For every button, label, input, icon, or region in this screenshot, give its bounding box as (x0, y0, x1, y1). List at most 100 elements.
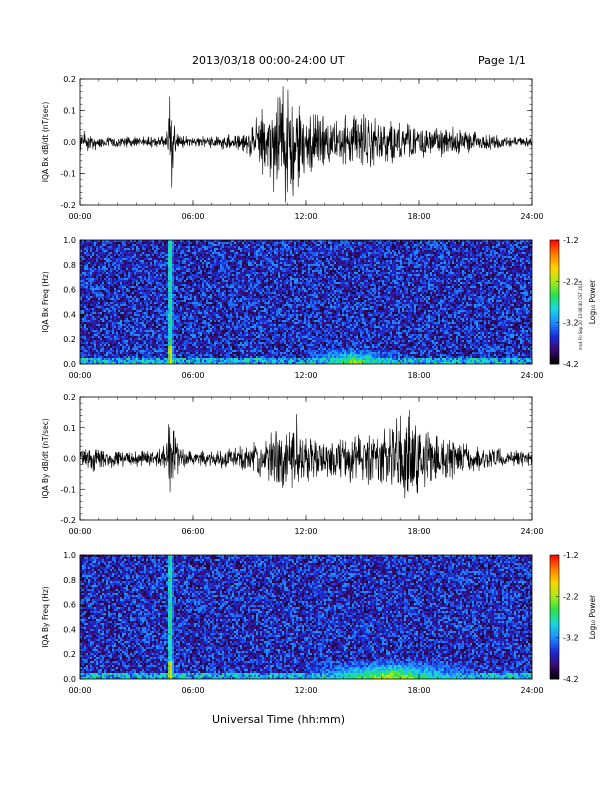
spectrogram-cell (234, 262, 236, 264)
spectrogram-cell (266, 278, 268, 280)
spectrogram-cell (390, 266, 392, 268)
spectrogram-cell (390, 248, 392, 250)
spectrogram-cell (102, 248, 104, 250)
spectrogram-cell (294, 264, 296, 266)
spectrogram-cell (470, 256, 472, 258)
spectrogram-cell (292, 278, 294, 280)
spectrogram-cell (370, 266, 372, 268)
spectrogram-cell (86, 272, 88, 274)
spectrogram-cell (260, 266, 262, 268)
spectrogram-cell (292, 276, 294, 278)
spectrogram-cell (252, 248, 254, 250)
spectrogram-cell (262, 280, 264, 282)
spectrogram-cell (236, 264, 238, 266)
spectrogram-cell (396, 264, 398, 266)
spectrogram-cell (334, 278, 336, 280)
spectrogram-cell (526, 276, 528, 278)
spectrogram-cell (308, 246, 310, 248)
spectrogram-cell (146, 266, 148, 268)
spectrogram-cell (162, 274, 164, 276)
spectrogram-cell (414, 270, 416, 272)
spectrogram-cell (180, 266, 182, 268)
spectrogram-cell (240, 266, 242, 268)
spectrogram-cell (152, 252, 154, 254)
spectrogram-cell (172, 280, 174, 282)
spectrogram-cell (248, 266, 250, 268)
spectrogram-cell (102, 262, 104, 264)
spectrogram-cell (520, 248, 522, 250)
spectrogram-cell (260, 248, 262, 250)
spectrogram-cell (372, 254, 374, 256)
spectrogram-cell (372, 272, 374, 274)
spectrogram-cell (334, 276, 336, 278)
spectrogram-cell (170, 246, 172, 248)
spectrogram-cell (472, 266, 474, 268)
spectrogram-cell (98, 248, 100, 250)
spectrogram-cell (274, 252, 276, 254)
spectrogram-cell (306, 256, 308, 258)
spectrogram-cell (374, 244, 376, 246)
spectrogram-cell (446, 266, 448, 268)
spectrogram-cell (420, 270, 422, 272)
spectrogram-cell (162, 266, 164, 268)
spectrogram-cell (162, 268, 164, 270)
spectrogram-cell (360, 256, 362, 258)
spectrogram-cell (190, 260, 192, 262)
spectrogram-cell (348, 256, 350, 258)
spectrogram-cell (248, 246, 250, 248)
spectrogram-cell (324, 274, 326, 276)
spectrogram-cell (468, 248, 470, 250)
spectrogram-cell (390, 270, 392, 272)
spectrogram-cell (372, 242, 374, 244)
spectrogram-cell (400, 270, 402, 272)
spectrogram-cell (270, 266, 272, 268)
spectrogram-cell (468, 252, 470, 254)
spectrogram-cell (268, 262, 270, 264)
spectrogram-cell (370, 264, 372, 266)
spectrogram-cell (488, 244, 490, 246)
spectrogram-cell (368, 262, 370, 264)
spectrogram-cell (150, 282, 152, 284)
spectrogram-cell (298, 262, 300, 264)
spectrogram-cell (516, 262, 518, 264)
spectrogram-cell (322, 256, 324, 258)
spectrogram-cell (474, 266, 476, 268)
spectrogram-cell (100, 244, 102, 246)
spectrogram-cell (296, 274, 298, 276)
spectrogram-cell (180, 256, 182, 258)
spectrogram-cell (200, 264, 202, 266)
trace-line (80, 86, 532, 202)
spectrogram-cell (144, 272, 146, 274)
spectrogram-cell (464, 268, 466, 270)
spectrogram-cell (484, 252, 486, 254)
spectrogram-cell (232, 274, 234, 276)
spectrogram-cell (460, 266, 462, 268)
spectrogram-cell (150, 276, 152, 278)
spectrogram-cell (330, 274, 332, 276)
spectrogram-cell (498, 242, 500, 244)
spectrogram-cell (412, 256, 414, 258)
spectrogram-cell (334, 268, 336, 270)
spectrogram-cell (156, 278, 158, 280)
spectrogram-cell (446, 276, 448, 278)
spectrogram-cell (428, 258, 430, 260)
spectrogram-cell (468, 260, 470, 262)
spectrogram-cell (150, 242, 152, 244)
spectrogram-cell (100, 246, 102, 248)
spectrogram-cell (508, 278, 510, 280)
spectrogram-cell (222, 282, 224, 284)
spectrogram-cell (172, 278, 174, 280)
spectrogram-cell (486, 270, 488, 272)
spectrogram-cell (306, 272, 308, 274)
spectrogram-cell (350, 256, 352, 258)
spectrogram-cell (268, 248, 270, 250)
spectrogram-cell (178, 248, 180, 250)
spectrogram-cell (98, 244, 100, 246)
spectrogram-cell (466, 252, 468, 254)
spectrogram-cell (152, 242, 154, 244)
spectrogram-cell (438, 250, 440, 252)
spectrogram-cell (504, 280, 506, 282)
spectrogram-cell (226, 242, 228, 244)
spectrogram-cell (244, 276, 246, 278)
spectrogram-cell (96, 266, 98, 268)
